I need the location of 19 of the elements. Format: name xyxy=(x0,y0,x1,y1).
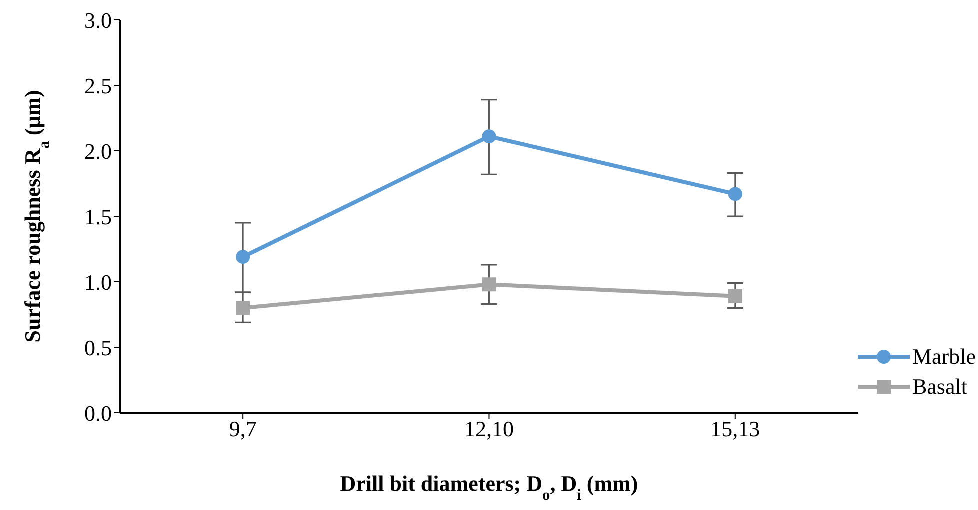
legend-label: Basalt xyxy=(912,374,968,400)
y-tick-label: 0.5 xyxy=(84,335,112,360)
y-tick-label: 0.0 xyxy=(84,400,112,426)
x-tick-label: 9,7 xyxy=(229,416,257,442)
point xyxy=(236,250,250,264)
point xyxy=(236,301,250,316)
point xyxy=(482,278,496,292)
y-tick-label: 2.5 xyxy=(84,73,112,98)
y-tick-label: 1.5 xyxy=(84,204,112,230)
x-tick-label: 12,10 xyxy=(464,416,514,442)
legend-label: Marble xyxy=(912,344,976,370)
y-tick-label: 2.0 xyxy=(84,138,112,164)
point xyxy=(728,187,742,202)
x-axis-title: Drill bit diameters; D$_{o}$, D$_{i}$ (mm) xyxy=(340,471,638,504)
point xyxy=(728,289,742,304)
y-tick-label: 3.0 xyxy=(84,8,112,33)
x-tick-label: 15,13 xyxy=(710,416,760,442)
point xyxy=(482,130,496,144)
y-tick-label: 1.0 xyxy=(84,270,112,295)
